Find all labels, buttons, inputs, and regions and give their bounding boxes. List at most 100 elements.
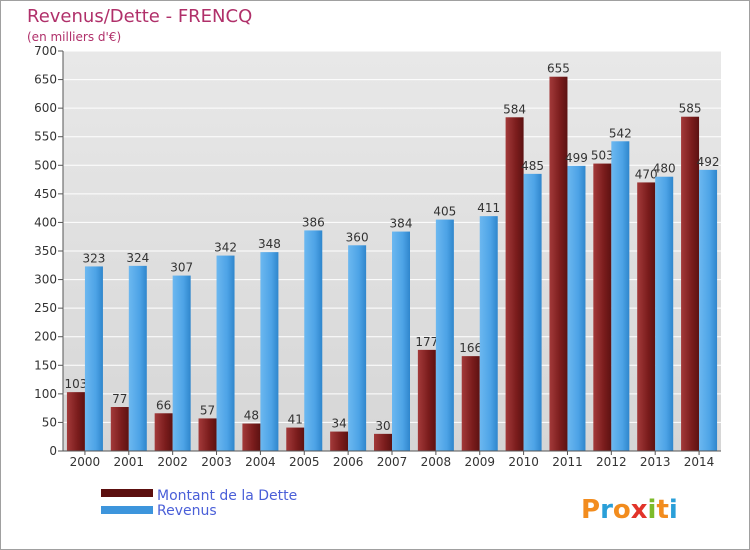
logo-letter: r [600, 495, 613, 525]
data-label-revenus: 323 [82, 251, 105, 265]
data-label-revenus: 348 [258, 237, 281, 251]
y-tick-label: 450 [34, 187, 57, 201]
bar-debt [154, 413, 173, 451]
y-tick-label: 500 [34, 158, 57, 172]
x-tick-label: 2001 [114, 455, 145, 469]
bar-revenus [392, 231, 410, 451]
data-label-revenus: 411 [477, 201, 500, 215]
bar-debt [593, 163, 612, 452]
x-tick-label: 2010 [508, 455, 539, 469]
bar-debt [374, 433, 392, 451]
bar-debt [417, 349, 436, 451]
data-label-revenus: 342 [214, 241, 237, 255]
bar-debt [66, 392, 85, 451]
data-label-debt: 177 [415, 335, 438, 349]
data-label-debt: 166 [459, 341, 482, 355]
y-axis: 0 50 100 150 200 250 300 350 400 450 500 550 600 650 7… [34, 44, 64, 458]
data-label-revenus: 384 [390, 217, 413, 231]
y-tick-label: 550 [34, 130, 57, 144]
data-label-debt: 48 [244, 409, 259, 423]
x-tick-label: 2009 [464, 455, 495, 469]
x-tick-label: 2011 [552, 455, 583, 469]
data-label-revenus: 542 [609, 126, 632, 140]
bar-revenus [260, 252, 279, 451]
logo-letter: t [656, 495, 668, 525]
bar-debt [505, 117, 524, 452]
x-tick-label: 2008 [421, 455, 452, 469]
data-label-revenus: 480 [653, 162, 676, 176]
bar-debt [330, 431, 349, 451]
legend-swatch-revenus [101, 506, 153, 514]
data-label-debt: 584 [503, 102, 526, 116]
data-label-debt: 57 [200, 403, 215, 417]
y-tick-label: 50 [42, 415, 57, 429]
data-label-debt: 470 [635, 167, 658, 181]
data-label-revenus: 386 [302, 215, 325, 229]
data-label-revenus: 307 [170, 261, 193, 275]
y-tick-label: 0 [49, 444, 57, 458]
data-label-debt: 77 [112, 392, 127, 406]
data-label-debt: 103 [64, 377, 87, 391]
y-tick-label: 700 [34, 44, 57, 58]
bar-revenus [567, 165, 586, 451]
bar-debt [549, 76, 568, 451]
bar-revenus [348, 245, 367, 451]
chart-subtitle: (en milliers d'€) [27, 30, 121, 44]
bar-revenus [216, 255, 235, 451]
y-tick-label: 300 [34, 273, 57, 287]
bar-revenus [435, 219, 454, 451]
bar-debt [110, 407, 129, 451]
bar-debt [242, 423, 261, 451]
y-tick-label: 200 [34, 330, 57, 344]
logo-letter: i [669, 495, 678, 525]
data-label-revenus: 405 [433, 205, 456, 219]
data-label-revenus: 485 [521, 159, 544, 173]
data-label-debt: 41 [288, 413, 303, 427]
x-tick-label: 2013 [640, 455, 671, 469]
data-label-debt: 503 [591, 149, 614, 163]
bar-debt [198, 418, 217, 451]
bar-revenus [128, 265, 147, 451]
bars: 103 323 77 324 66 307 57 342 48 348 41 386 34 360 30 38… [64, 62, 720, 452]
y-tick-label: 400 [34, 215, 57, 229]
data-label-debt: 34 [331, 417, 346, 431]
y-tick-label: 350 [34, 244, 57, 258]
bar-revenus [523, 173, 542, 451]
data-label-revenus: 324 [126, 251, 149, 265]
bar-revenus [172, 275, 191, 451]
bar-debt [681, 116, 700, 451]
legend-label-debt: Montant de la Dette [157, 488, 297, 504]
bar-debt [461, 356, 480, 451]
y-tick-label: 150 [34, 358, 57, 372]
x-tick-label: 2002 [157, 455, 188, 469]
x-tick-label: 2005 [289, 455, 320, 469]
bar-debt [286, 427, 305, 451]
logo-letter: o [613, 495, 631, 525]
logo-letter: i [648, 495, 657, 525]
data-label-debt: 30 [375, 419, 390, 433]
proxiti-logo-text: Proxiti [581, 495, 678, 525]
x-tick-label: 2007 [377, 455, 408, 469]
chart-title: Revenus/Dette - FRENCQ [27, 6, 252, 27]
data-label-revenus: 492 [697, 155, 720, 169]
bar-revenus [304, 230, 323, 451]
data-label-debt: 585 [679, 102, 702, 116]
y-tick-label: 650 [34, 73, 57, 87]
bar-revenus [655, 176, 674, 451]
legend-label-revenus: Revenus [157, 503, 217, 519]
data-label-revenus: 499 [565, 151, 588, 165]
bar-revenus [84, 266, 103, 451]
x-tick-label: 2004 [245, 455, 276, 469]
proxiti-logo: Proxiti [581, 495, 678, 525]
x-tick-label: 2003 [201, 455, 232, 469]
x-tick-label: 2000 [70, 455, 101, 469]
y-tick-label: 600 [34, 101, 57, 115]
bar-revenus [611, 141, 630, 452]
y-tick-label: 100 [34, 387, 57, 401]
y-tick-label: 250 [34, 301, 57, 315]
legend: Montant de la Dette Revenus [101, 488, 297, 519]
x-tick-label: 2012 [596, 455, 627, 469]
logo-letter: P [581, 495, 600, 525]
